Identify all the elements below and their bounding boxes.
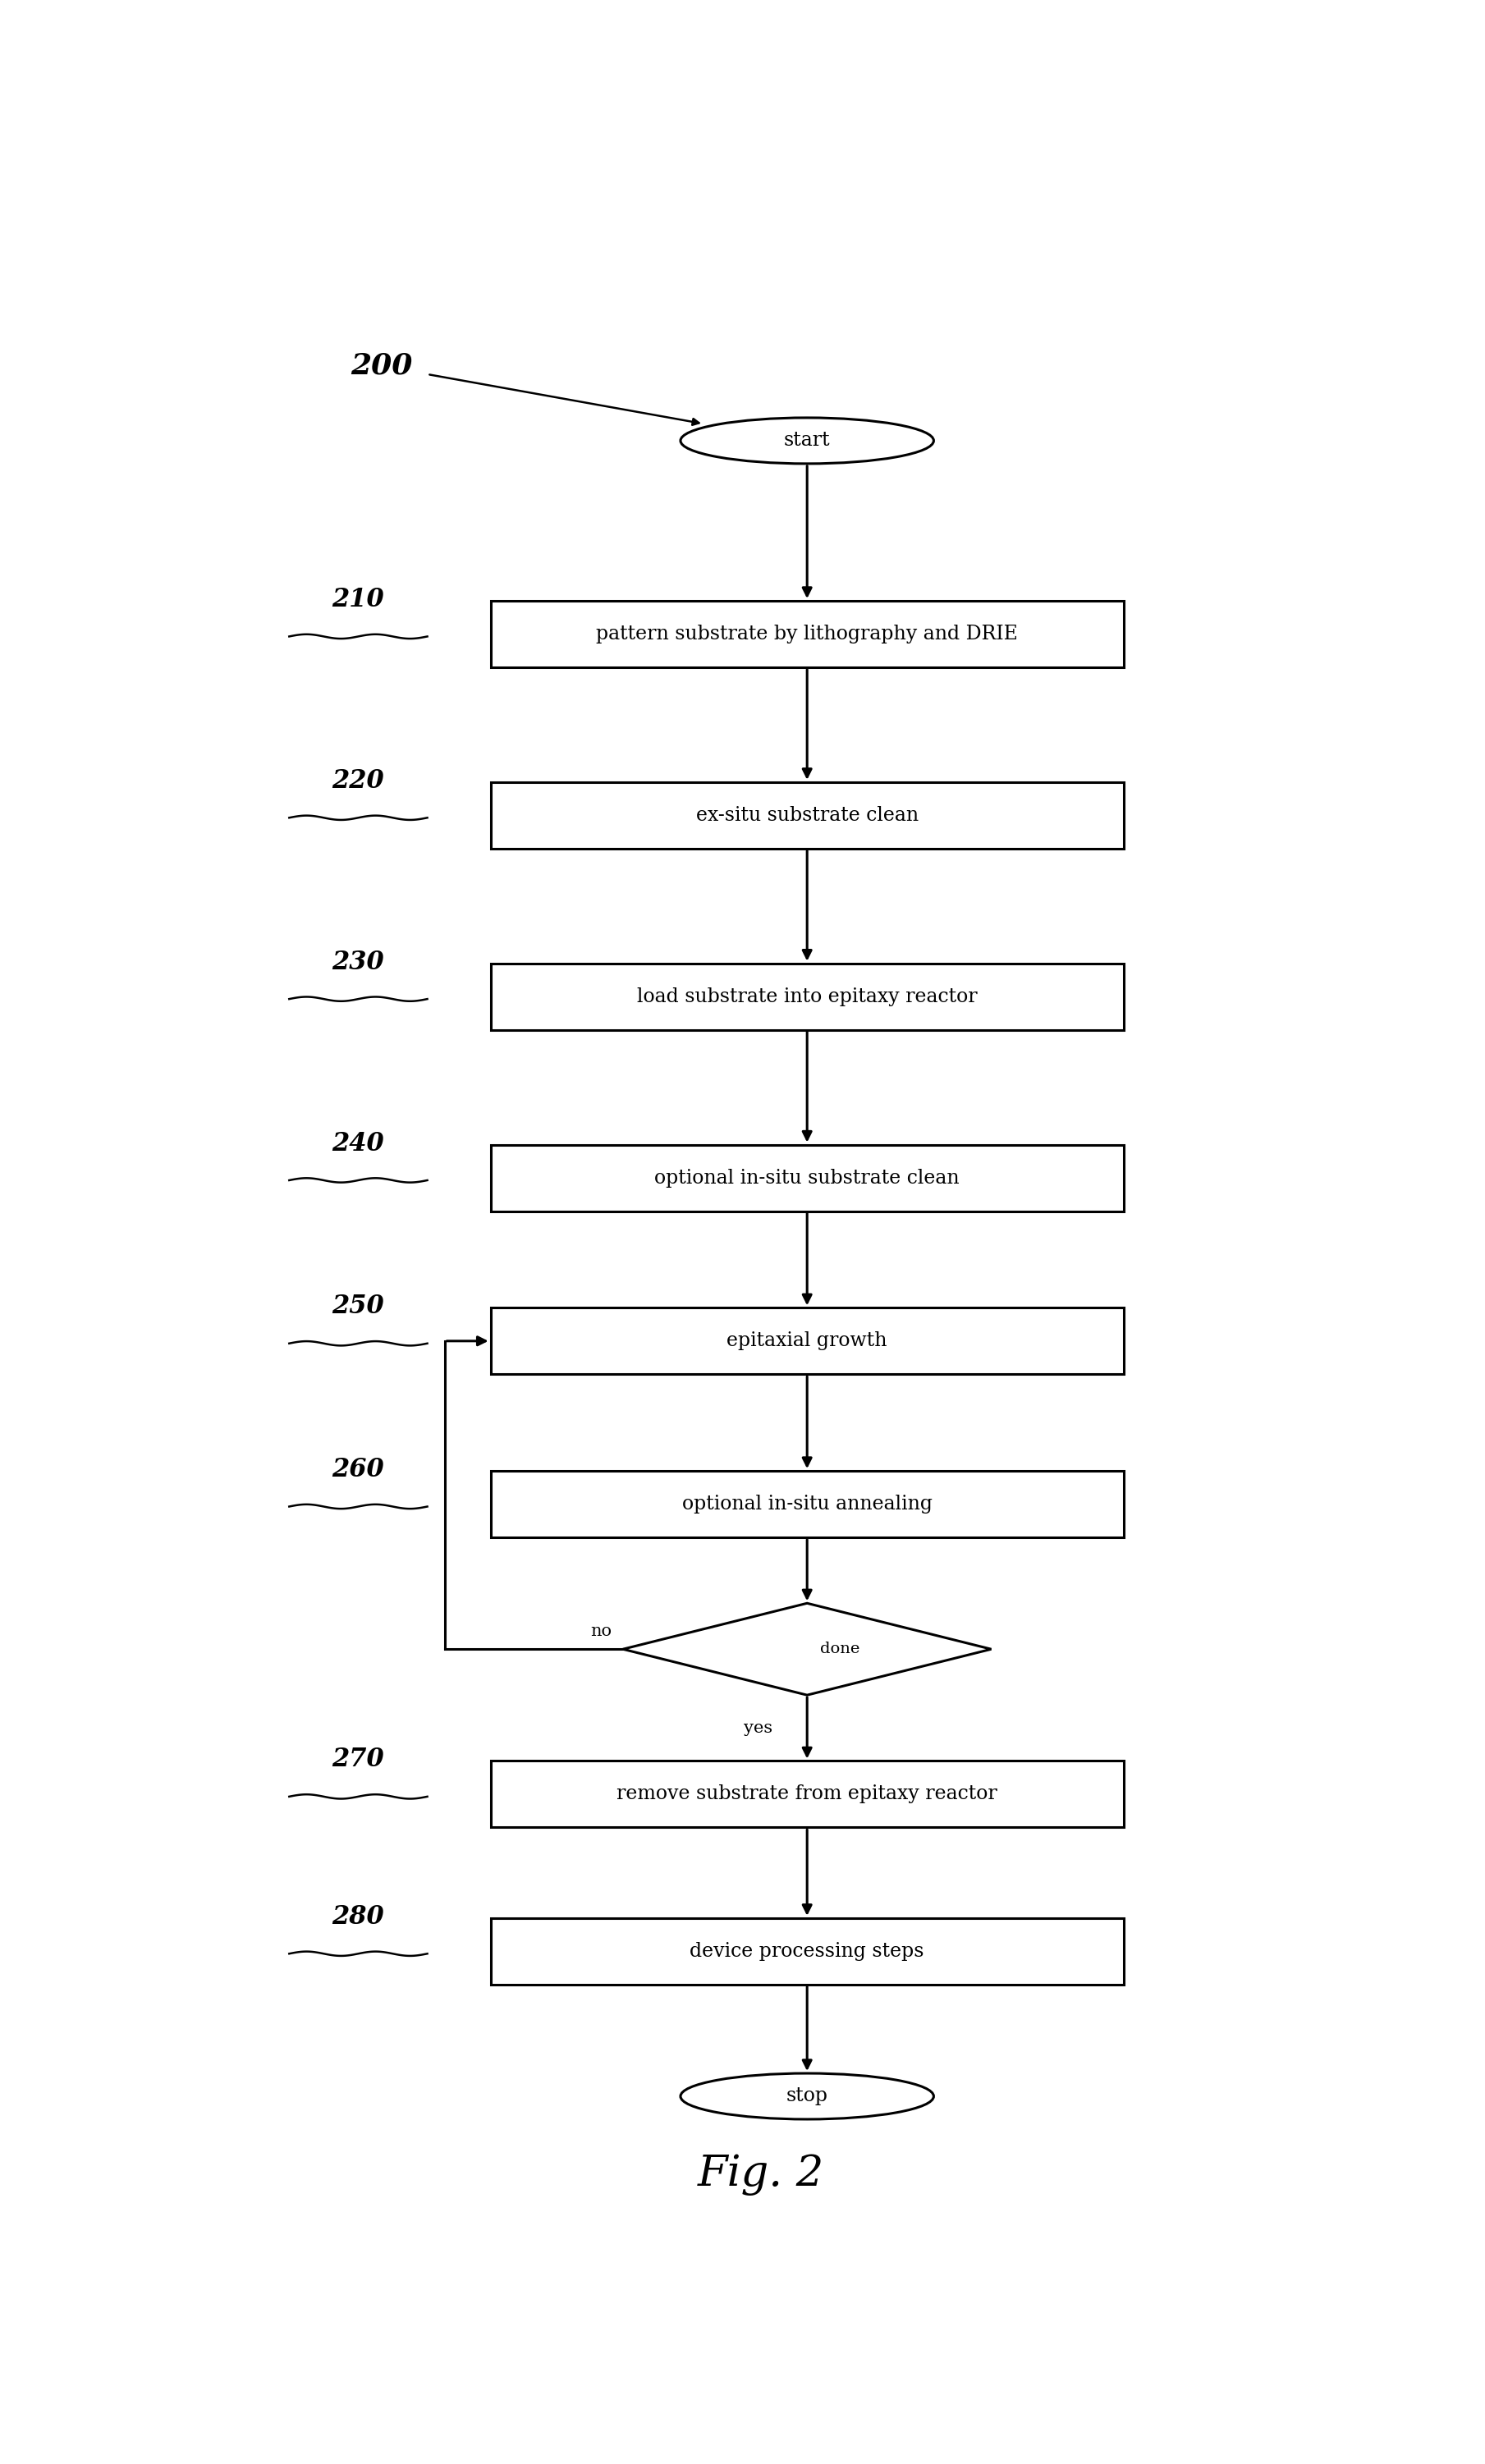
Text: Fig. 2: Fig. 2 bbox=[698, 2154, 824, 2195]
Text: load substrate into epitaxy reactor: load substrate into epitaxy reactor bbox=[637, 988, 977, 1005]
Text: no: no bbox=[590, 1624, 612, 1639]
Text: 240: 240 bbox=[333, 1131, 385, 1156]
Bar bbox=[490, 1762, 1124, 1828]
Text: 250: 250 bbox=[333, 1294, 385, 1318]
Text: 280: 280 bbox=[333, 1905, 385, 1929]
Text: 260: 260 bbox=[333, 1456, 385, 1483]
Bar bbox=[490, 1917, 1124, 1984]
Bar bbox=[490, 781, 1124, 848]
Text: ex-situ substrate clean: ex-situ substrate clean bbox=[696, 806, 918, 825]
Text: stop: stop bbox=[786, 2087, 829, 2107]
Bar bbox=[490, 963, 1124, 1030]
Text: device processing steps: device processing steps bbox=[691, 1942, 924, 1961]
Text: 200: 200 bbox=[350, 352, 413, 379]
Text: pattern substrate by lithography and DRIE: pattern substrate by lithography and DRI… bbox=[595, 623, 1019, 643]
Text: optional in-situ annealing: optional in-situ annealing bbox=[682, 1496, 933, 1513]
Bar bbox=[490, 1146, 1124, 1212]
Text: yes: yes bbox=[744, 1720, 772, 1735]
Text: done: done bbox=[820, 1641, 860, 1656]
Bar bbox=[490, 1471, 1124, 1538]
Bar bbox=[490, 1308, 1124, 1375]
Text: start: start bbox=[784, 431, 830, 451]
Text: remove substrate from epitaxy reactor: remove substrate from epitaxy reactor bbox=[616, 1784, 998, 1804]
Text: 230: 230 bbox=[333, 949, 385, 976]
Text: optional in-situ substrate clean: optional in-situ substrate clean bbox=[655, 1168, 959, 1188]
Bar bbox=[490, 601, 1124, 668]
Text: epitaxial growth: epitaxial growth bbox=[726, 1331, 888, 1350]
Text: 270: 270 bbox=[333, 1747, 385, 1772]
Text: 210: 210 bbox=[333, 586, 385, 611]
Text: 220: 220 bbox=[333, 769, 385, 793]
